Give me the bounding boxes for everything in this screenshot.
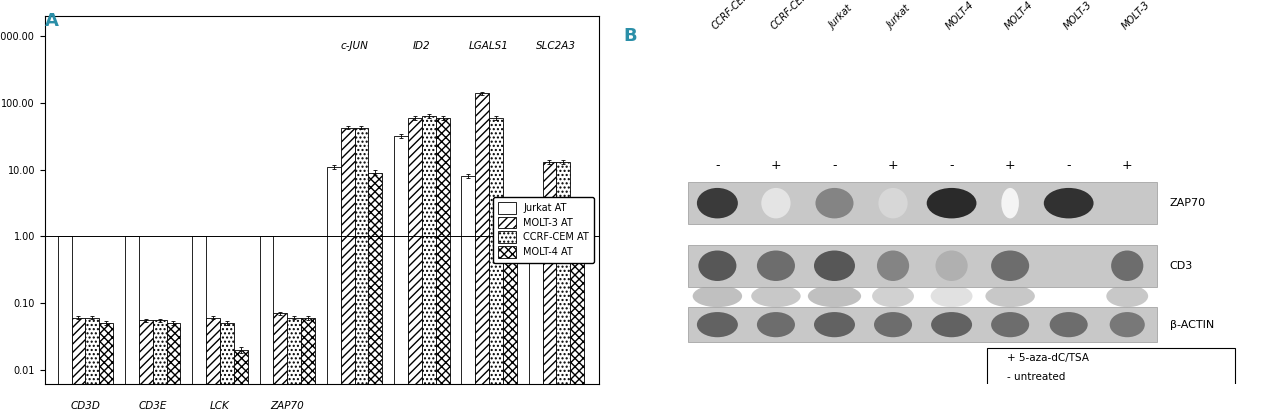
Ellipse shape — [762, 188, 791, 218]
Bar — [408, 118, 422, 409]
Ellipse shape — [756, 312, 795, 337]
Ellipse shape — [1110, 312, 1144, 337]
Text: CD3: CD3 — [1170, 261, 1193, 271]
Bar — [220, 323, 234, 409]
Ellipse shape — [927, 188, 977, 218]
Ellipse shape — [1043, 188, 1093, 218]
Text: ZAP70: ZAP70 — [1170, 198, 1206, 208]
Ellipse shape — [814, 312, 855, 337]
Bar — [100, 323, 113, 409]
Text: MOLT-3: MOLT-3 — [1061, 0, 1093, 31]
Text: +: + — [1005, 159, 1015, 172]
Ellipse shape — [692, 285, 742, 307]
Text: ZAP70: ZAP70 — [270, 401, 305, 409]
Ellipse shape — [931, 285, 973, 307]
Ellipse shape — [1001, 188, 1019, 218]
Bar — [287, 318, 301, 409]
Ellipse shape — [872, 285, 914, 307]
Text: - untreated: - untreated — [1007, 371, 1065, 382]
Ellipse shape — [815, 188, 854, 218]
Text: -: - — [716, 159, 719, 172]
Text: c-JUN: c-JUN — [340, 41, 369, 52]
Ellipse shape — [696, 188, 737, 218]
Bar — [72, 318, 86, 409]
Ellipse shape — [696, 312, 737, 337]
Bar — [274, 313, 287, 409]
Text: CCRF-CEM: CCRF-CEM — [710, 0, 753, 31]
Text: MOLT-4: MOLT-4 — [945, 0, 977, 31]
Text: Jurkat: Jurkat — [827, 4, 855, 31]
Ellipse shape — [699, 250, 736, 281]
Bar — [86, 318, 100, 409]
Ellipse shape — [814, 250, 855, 281]
Text: + 5-aza-dC/TSA: + 5-aza-dC/TSA — [1007, 353, 1089, 363]
Text: +: + — [771, 159, 781, 172]
Bar — [543, 162, 557, 409]
Ellipse shape — [877, 250, 909, 281]
Bar — [987, 348, 1235, 390]
Bar — [689, 307, 1157, 342]
Bar — [503, 236, 517, 409]
Text: A: A — [45, 12, 59, 30]
Ellipse shape — [751, 285, 801, 307]
Bar — [138, 320, 152, 409]
Bar — [435, 118, 449, 409]
Text: CD3D: CD3D — [70, 401, 100, 409]
Bar — [461, 176, 475, 409]
Ellipse shape — [1050, 312, 1088, 337]
Bar — [206, 318, 220, 409]
Bar — [125, 236, 138, 409]
Text: SLC2A3: SLC2A3 — [536, 41, 576, 52]
Bar — [689, 182, 1157, 224]
Bar — [571, 210, 584, 409]
Bar — [192, 236, 206, 409]
Ellipse shape — [986, 285, 1034, 307]
Text: MOLT-4: MOLT-4 — [1004, 0, 1036, 31]
Bar — [689, 245, 1157, 287]
Text: B: B — [623, 27, 636, 45]
Text: LGALS1: LGALS1 — [470, 41, 509, 52]
Bar — [326, 167, 340, 409]
Text: CCRF-CEM: CCRF-CEM — [769, 0, 812, 31]
Bar — [489, 118, 503, 409]
Ellipse shape — [1106, 285, 1148, 307]
Text: +: + — [888, 159, 899, 172]
Bar — [301, 318, 315, 409]
Ellipse shape — [936, 250, 968, 281]
Ellipse shape — [991, 250, 1029, 281]
Ellipse shape — [991, 312, 1029, 337]
Ellipse shape — [931, 312, 972, 337]
Text: -: - — [1066, 159, 1071, 172]
Text: Jurkat: Jurkat — [886, 4, 913, 31]
Text: MOLT-3: MOLT-3 — [1120, 0, 1152, 31]
Bar — [340, 128, 355, 409]
Text: -: - — [950, 159, 954, 172]
Bar — [58, 236, 72, 409]
Bar — [369, 173, 383, 409]
Bar — [355, 128, 369, 409]
Bar — [475, 93, 489, 409]
Bar — [557, 162, 571, 409]
Text: +: + — [1121, 159, 1133, 172]
Text: -: - — [832, 159, 837, 172]
Text: CD3E: CD3E — [138, 401, 166, 409]
Bar — [260, 236, 274, 409]
Ellipse shape — [1111, 250, 1143, 281]
Ellipse shape — [878, 188, 908, 218]
Text: ID2: ID2 — [413, 41, 430, 52]
Ellipse shape — [808, 285, 861, 307]
Bar — [529, 200, 543, 409]
Bar — [394, 136, 408, 409]
Text: β-ACTIN: β-ACTIN — [1170, 320, 1213, 330]
Legend: Jurkat AT, MOLT-3 AT, CCRF-CEM AT, MOLT-4 AT: Jurkat AT, MOLT-3 AT, CCRF-CEM AT, MOLT-… — [493, 197, 594, 263]
Bar — [422, 116, 435, 409]
Ellipse shape — [874, 312, 913, 337]
Bar — [166, 323, 180, 409]
Text: LCK: LCK — [210, 401, 230, 409]
Ellipse shape — [756, 250, 795, 281]
Bar — [234, 350, 247, 409]
Bar — [152, 320, 166, 409]
